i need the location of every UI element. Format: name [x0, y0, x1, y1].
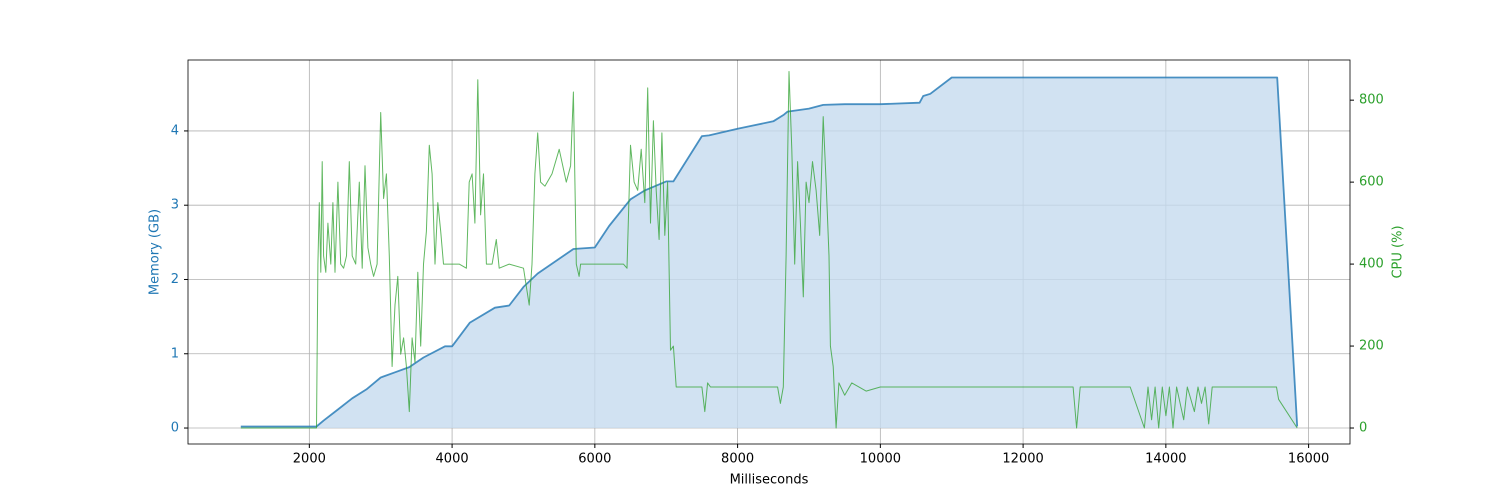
y-tick-label: 2	[171, 272, 179, 287]
area-fill	[240, 77, 1298, 429]
x-tick-label: 14000	[1145, 452, 1186, 467]
data-line	[240, 76, 1299, 428]
x-tick-label: 12000	[1002, 452, 1043, 467]
y-tick-label: 4	[171, 123, 179, 138]
y2-tick-label: 200	[1359, 339, 1384, 354]
y-tick-label: 3	[171, 198, 179, 213]
x-tick-label: 2000	[293, 452, 326, 467]
y2-tick-label: 0	[1359, 421, 1367, 436]
y-axis-label: Memory (GB)	[148, 209, 163, 295]
y2-axis-label: CPU (%)	[1391, 225, 1406, 278]
x-axis-label: Milliseconds	[730, 473, 809, 488]
y-tick-label: 1	[171, 346, 179, 361]
y-tick-label: 0	[171, 421, 179, 436]
y2-tick-label: 600	[1359, 175, 1384, 190]
x-tick-label: 16000	[1288, 452, 1329, 467]
y2-tick-label: 400	[1359, 257, 1384, 272]
x-tick-label: 10000	[860, 452, 901, 467]
x-tick-label: 4000	[436, 452, 469, 467]
data-line	[240, 71, 1298, 429]
x-tick-label: 6000	[578, 452, 611, 467]
x-tick-label: 8000	[721, 452, 754, 467]
y2-tick-label: 800	[1359, 93, 1384, 108]
plot-frame	[187, 59, 1351, 445]
